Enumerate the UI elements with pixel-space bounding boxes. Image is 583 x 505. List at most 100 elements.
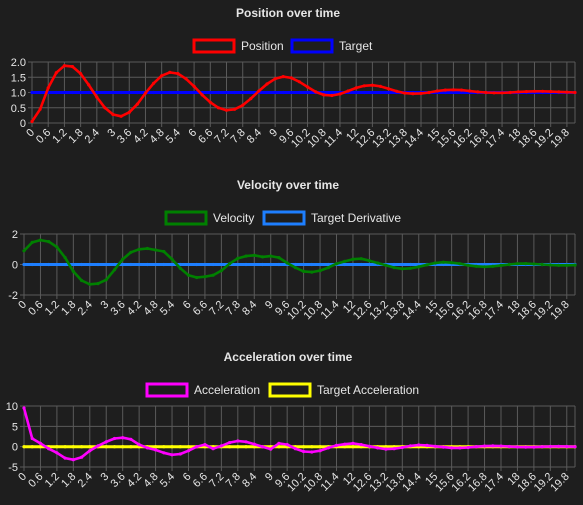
data-point <box>63 445 67 449</box>
data-point <box>249 90 253 95</box>
data-point <box>195 275 199 280</box>
data-point <box>573 445 577 449</box>
data-point <box>30 262 34 267</box>
data-point <box>367 259 371 263</box>
data-point <box>119 114 123 118</box>
legend-swatch <box>192 38 236 54</box>
data-point <box>38 441 43 445</box>
y-tick-label: 10 <box>6 401 18 413</box>
data-point <box>491 444 495 448</box>
data-point <box>441 445 445 449</box>
data-point <box>441 260 445 264</box>
data-point <box>508 90 512 95</box>
data-point <box>154 448 158 452</box>
data-point <box>88 262 92 267</box>
data-point <box>289 76 293 80</box>
data-point <box>351 257 355 261</box>
data-point <box>244 262 248 267</box>
data-point <box>170 257 174 261</box>
data-point <box>129 437 133 441</box>
data-point <box>289 90 293 95</box>
data-point <box>54 90 58 95</box>
x-tick-label: 14.4 <box>400 471 424 495</box>
data-point <box>427 90 431 95</box>
data-point <box>211 447 215 451</box>
data-point <box>573 263 577 267</box>
data-point <box>228 262 232 266</box>
data-point <box>343 445 347 449</box>
data-point <box>22 262 26 267</box>
data-point <box>145 446 149 450</box>
data-point <box>310 450 314 454</box>
data-point <box>168 90 172 95</box>
data-point <box>135 90 139 95</box>
y-tick-label: 2.0 <box>11 57 26 69</box>
data-point <box>47 447 51 451</box>
data-point <box>184 90 188 95</box>
data-point <box>273 77 277 81</box>
data-point <box>46 86 50 90</box>
data-point <box>425 443 429 447</box>
data-point <box>104 262 108 267</box>
data-point <box>451 88 455 92</box>
data-point <box>297 80 301 84</box>
x-tick-label: 17.4 <box>482 299 506 323</box>
data-point <box>62 64 66 68</box>
data-point <box>103 106 107 110</box>
data-point <box>302 269 306 273</box>
data-point <box>351 262 355 267</box>
x-tick-label: 19.8 <box>548 471 572 495</box>
data-point <box>162 451 166 455</box>
data-point <box>411 92 415 96</box>
data-point <box>203 275 207 279</box>
data-point <box>451 90 455 95</box>
data-point <box>236 262 240 267</box>
data-point <box>507 262 511 267</box>
data-point <box>476 90 480 94</box>
chart-3: Acceleration over time Acceleration Target… <box>6 350 577 494</box>
data-point <box>252 445 256 449</box>
data-point <box>252 262 256 267</box>
data-point <box>532 262 536 266</box>
data-point <box>403 91 407 95</box>
data-point <box>112 445 117 449</box>
legend-label: Target Acceleration <box>317 383 419 397</box>
data-point <box>178 445 182 449</box>
data-point <box>330 93 334 98</box>
data-point <box>540 262 544 267</box>
data-point <box>443 90 447 95</box>
data-point <box>186 445 191 449</box>
data-point <box>565 90 569 94</box>
data-point <box>378 84 383 88</box>
x-tick-label: 8.4 <box>240 471 259 490</box>
data-point <box>88 449 92 453</box>
data-point <box>573 90 577 95</box>
y-tick-label: 0.5 <box>11 103 26 115</box>
data-point <box>318 262 322 267</box>
data-point <box>178 452 182 456</box>
data-point <box>474 264 478 268</box>
data-point <box>80 262 84 267</box>
y-tick-label: 0 <box>12 260 18 272</box>
data-point <box>170 453 174 457</box>
data-point <box>435 89 439 93</box>
data-point <box>79 72 83 76</box>
data-point <box>260 445 265 449</box>
data-point <box>135 102 139 106</box>
data-point <box>145 262 149 267</box>
data-point <box>195 262 199 267</box>
data-point <box>459 90 464 95</box>
data-point <box>195 445 199 449</box>
data-point <box>211 262 215 267</box>
y-tick-label: 2 <box>12 229 18 241</box>
data-point <box>70 65 75 69</box>
data-point <box>233 90 237 95</box>
x-tick-label: 5.4 <box>158 299 177 318</box>
data-point <box>408 444 413 448</box>
data-point <box>160 90 164 95</box>
data-point <box>30 90 34 95</box>
legend-label: Target <box>339 39 373 53</box>
data-point <box>112 436 117 441</box>
data-point <box>482 262 487 267</box>
data-point <box>80 455 84 459</box>
